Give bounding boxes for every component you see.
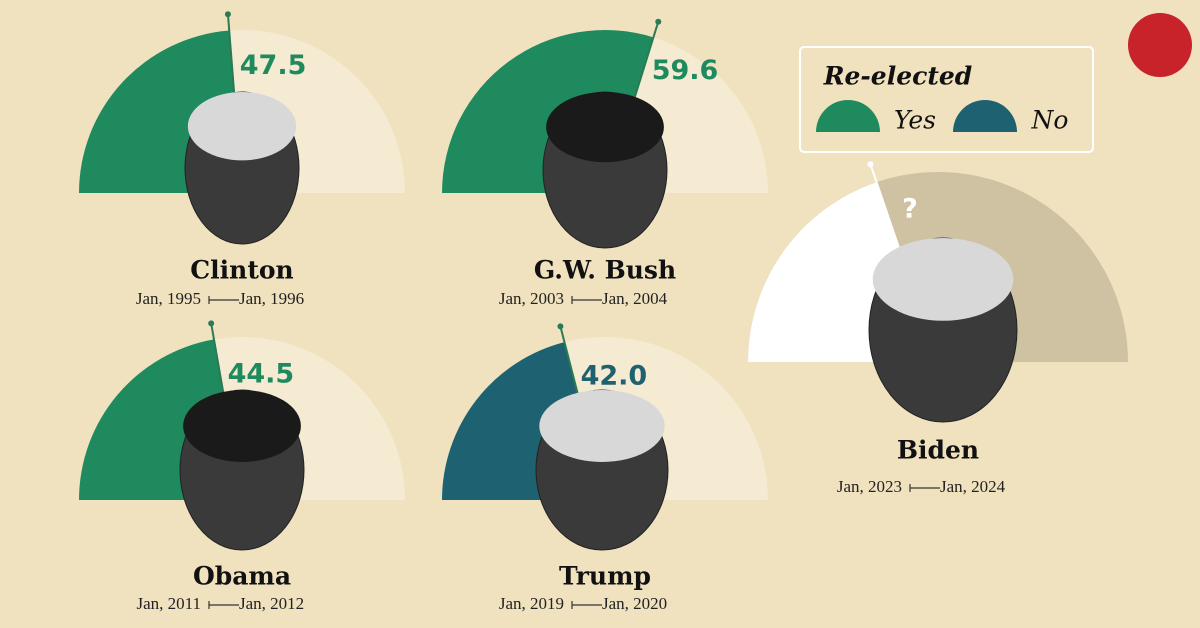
- watermark: [1128, 13, 1192, 77]
- needle-tip: [208, 320, 215, 327]
- president-name: Biden: [897, 436, 979, 465]
- needle-tip: [867, 161, 874, 168]
- portrait-hair: [546, 92, 664, 163]
- portrait-hair: [183, 390, 301, 462]
- value-label: 44.5: [228, 358, 295, 389]
- gauge-needle: [869, 163, 906, 264]
- portrait-hair: [187, 92, 297, 161]
- period-end: Jan, 2024: [940, 477, 1006, 496]
- legend-title: Re-elected: [823, 62, 973, 91]
- legend-label: Yes: [894, 106, 936, 135]
- period-start: Jan, 2023: [837, 477, 902, 496]
- president-name: Obama: [193, 562, 291, 591]
- president-name: Trump: [559, 562, 651, 591]
- period-end: Jan, 2020: [602, 594, 667, 613]
- annotation: ?: [902, 194, 918, 225]
- president-name: Clinton: [190, 256, 293, 285]
- portrait-hair: [539, 390, 665, 462]
- gauge-needle: [226, 14, 236, 104]
- gauge-needle: [630, 21, 660, 108]
- legend-swatch: [953, 100, 1017, 132]
- period-start: Jan, 1995: [136, 289, 201, 308]
- portrait-hair: [872, 238, 1014, 321]
- value-label: 47.5: [240, 50, 307, 81]
- value-label: 42.0: [581, 360, 648, 391]
- period-end: Jan, 2012: [239, 594, 304, 613]
- period-end: Jan, 1996: [239, 289, 304, 308]
- period-end: Jan, 2004: [602, 289, 668, 308]
- needle-tip: [224, 11, 231, 18]
- period-start: Jan, 2003: [499, 289, 564, 308]
- value-label: 59.6: [652, 55, 719, 86]
- needle-tip: [557, 323, 564, 330]
- period-start: Jan, 2011: [136, 594, 201, 613]
- needle-tip: [655, 18, 662, 25]
- legend-label: No: [1031, 106, 1069, 135]
- legend-swatch: [816, 100, 880, 132]
- president-name: G.W. Bush: [534, 256, 676, 285]
- period-start: Jan, 2019: [499, 594, 564, 613]
